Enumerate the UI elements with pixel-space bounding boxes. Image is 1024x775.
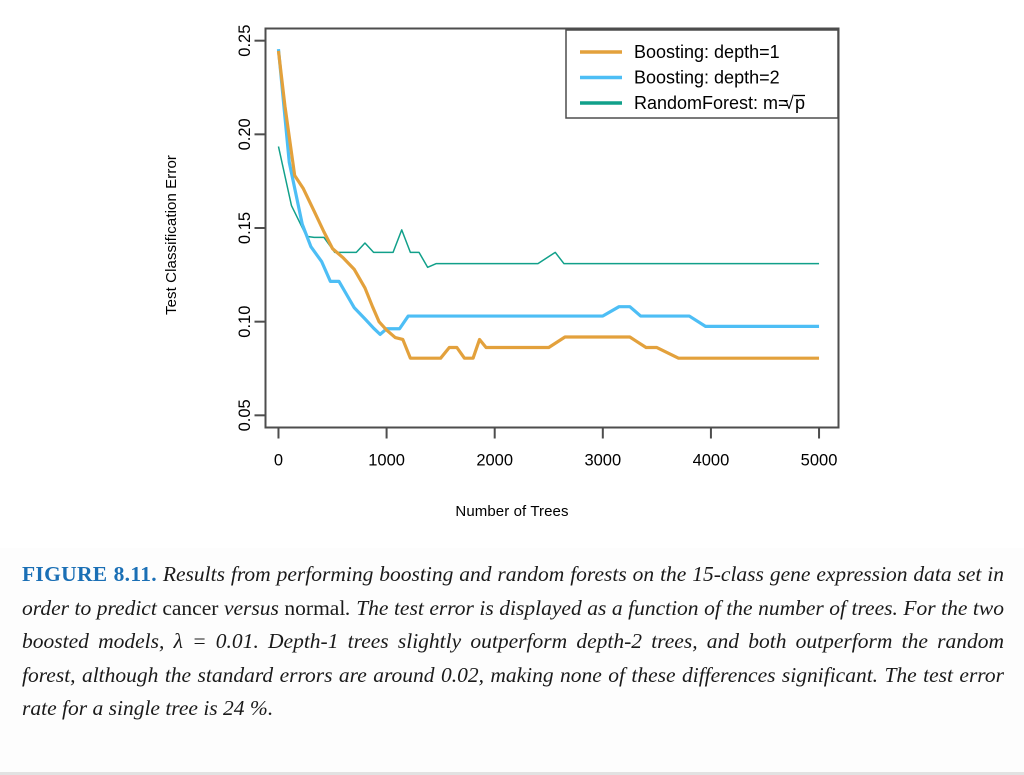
series-line-1 — [276, 50, 820, 360]
x-axis-tick-label: 0 — [274, 452, 283, 470]
y-axis-tick-label: 0.10 — [236, 306, 254, 338]
x-axis-title: Number of Trees — [455, 503, 569, 520]
x-axis-tick-label: 4000 — [693, 452, 730, 470]
page-bottom-rule — [0, 772, 1024, 775]
y-axis-tick-label: 0.05 — [236, 399, 254, 431]
chart-svg: 0 1000 2000 3000 4000 5000 0.05 0.10 0.15 0.20 0.2… — [236, 25, 840, 470]
caption-lambda-value: λ = 0.01 — [173, 629, 254, 653]
legend-label-1: Boosting: depth=1 — [634, 42, 780, 62]
caption-roman-normal: normal — [284, 595, 346, 620]
caption-roman-cancer: cancer — [162, 595, 219, 620]
series-group — [276, 48, 820, 360]
x-axis-tick-label: 2000 — [476, 452, 513, 470]
figure-caption: FIGURE 8.11. Results from performing boo… — [22, 558, 1004, 726]
x-axis-tick-label: 3000 — [584, 452, 621, 470]
series-line-3 — [277, 146, 820, 269]
caption-part-4: . Depth-1 trees slightly outperform dept… — [22, 629, 1004, 720]
figure-number: FIGURE 8.11. — [22, 562, 157, 586]
chart-figure: 0 1000 2000 3000 4000 5000 0.05 0.10 0.15 0.20 0.2… — [163, 24, 840, 520]
caption-part-2: versus — [218, 595, 285, 620]
legend-sqrt-operand: p — [795, 93, 805, 113]
y-axis-tick-label: 0.15 — [236, 212, 254, 244]
y-axis-tick-label: 0.25 — [236, 25, 254, 57]
legend-sqrt-symbol: √ — [784, 93, 794, 113]
legend-label-2: Boosting: depth=2 — [634, 68, 780, 88]
caption-part-3: . The test error is displayed as a funct… — [22, 595, 1004, 654]
legend-label-3: RandomForest: m= — [634, 93, 789, 113]
caption-part-1: Results from performing boosting and ran… — [22, 562, 1005, 620]
series-line-2 — [276, 48, 820, 336]
x-axis-tick-label: 5000 — [801, 452, 838, 470]
y-axis-tick-label: 0.20 — [236, 118, 254, 150]
x-axis-tick-label: 1000 — [368, 452, 405, 470]
y-axis-title: Test Classification Error — [163, 154, 180, 316]
